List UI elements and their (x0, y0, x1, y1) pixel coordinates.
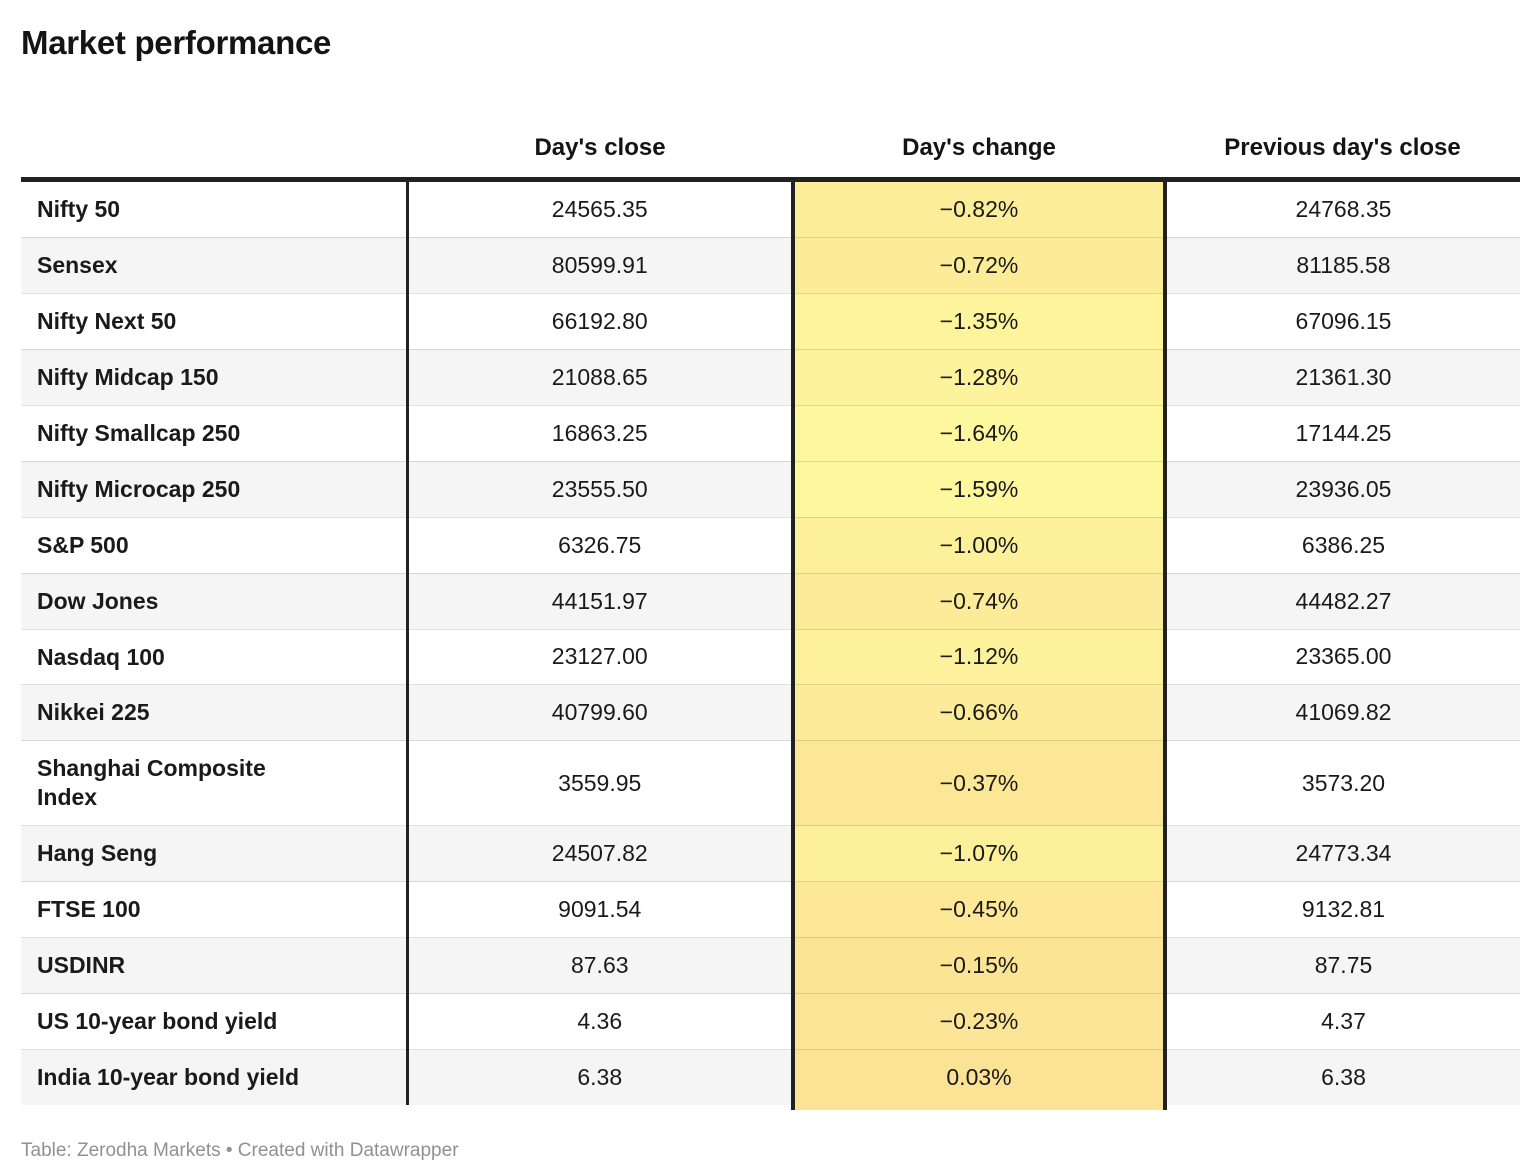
page-title: Market performance (21, 24, 332, 61)
days-change-cell: −0.37% (791, 740, 1167, 826)
table-row: Nifty 50 24565.35 −0.82% 24768.35 (21, 179, 1520, 238)
row-label: Nifty Next 50 (21, 292, 409, 350)
previous-close-cell (1165, 1105, 1520, 1111)
days-close-cell: 16863.25 (407, 404, 793, 462)
column-header-days-close: Day's close (407, 63, 793, 182)
table-row: Nifty Microcap 250 23555.50 −1.59% 23936… (21, 460, 1520, 518)
days-close-cell: 24507.82 (407, 825, 793, 882)
previous-close-cell: 9132.81 (1165, 881, 1520, 938)
days-close-cell: 3559.95 (407, 740, 793, 826)
days-close-cell: 24565.35 (551, 195, 648, 222)
days-change-cell: 0.03% (791, 1049, 1167, 1106)
previous-close-cell: 67096.15 (1165, 292, 1520, 350)
previous-close-cell: 24768.35 (1295, 195, 1392, 222)
table-row: USDINR 87.63 −0.15% 87.75 (21, 937, 1520, 994)
days-change-cell: −1.64% (791, 404, 1167, 462)
days-close-cell: 80599.91 (407, 236, 793, 294)
row-label: Dow Jones (21, 572, 409, 629)
days-close-cell: 87.63 (407, 937, 793, 994)
row-label: Nifty 50 (21, 179, 409, 238)
days-close-cell: 9091.54 (407, 881, 793, 938)
days-change-cell: −1.59% (791, 460, 1167, 518)
table-row: Nifty Midcap 150 21088.65 −1.28% 21361.3… (21, 348, 1520, 406)
table-row: Hang Seng 24507.82 −1.07% 24773.34 (21, 825, 1520, 882)
table-row: Nifty Next 50 66192.80 −1.35% 67096.15 (21, 292, 1520, 350)
table-row: S&P 500 6326.75 −1.00% 6386.25 (21, 516, 1520, 574)
table-header: Day's close Day's change Previous day's … (21, 63, 1520, 182)
table-row: India 10-year bond yield 6.38 0.03% 6.38 (21, 1049, 1520, 1106)
days-change-cell: −1.00% (791, 516, 1167, 574)
column-header-empty (21, 63, 407, 182)
table-row: US 10-year bond yield 4.36 −0.23% 4.37 (21, 993, 1520, 1050)
days-close-cell: 6326.75 (407, 516, 793, 574)
days-close-cell: 23127.00 (407, 628, 793, 685)
days-close-cell: 23555.50 (407, 460, 793, 518)
table-row: Nikkei 225 40799.60 −0.66% 41069.82 (21, 684, 1520, 741)
previous-close-cell: 23936.05 (1165, 460, 1520, 518)
days-change-cell: −0.66% (791, 684, 1167, 741)
row-label: Nifty Smallcap 250 (21, 404, 409, 462)
table-row: Dow Jones 44151.97 −0.74% 44482.27 (21, 572, 1520, 629)
row-label: India 10-year bond yield (21, 1049, 409, 1106)
highlight-column-tail (21, 1105, 1520, 1111)
row-label: Shanghai Composite Index (21, 740, 409, 826)
days-close-cell: 4.36 (407, 993, 793, 1050)
market-performance-table: Day's close Day's change Previous day's … (21, 63, 1520, 1111)
attribution-footer: Table: Zerodha Markets • Created with Da… (21, 1140, 459, 1162)
previous-close-cell: 3573.20 (1165, 740, 1520, 826)
previous-close-cell: 6386.25 (1165, 516, 1520, 574)
table-row: Shanghai Composite Index 3559.95 −0.37% … (21, 740, 1520, 826)
days-close-cell: 21088.65 (407, 348, 793, 406)
table-row: Sensex 80599.91 −0.72% 81185.58 (21, 236, 1520, 294)
previous-close-cell: 24773.34 (1165, 825, 1520, 882)
previous-close-cell: 23365.00 (1165, 628, 1520, 685)
row-label: Sensex (21, 236, 409, 294)
days-change-cell: −0.72% (791, 236, 1167, 294)
row-label: Nikkei 225 (21, 684, 409, 741)
table-row: Nasdaq 100 23127.00 −1.12% 23365.00 (21, 628, 1520, 685)
row-label: US 10-year bond yield (21, 993, 409, 1050)
row-label: Nifty Microcap 250 (21, 460, 409, 518)
days-change-cell (791, 1105, 1167, 1111)
table-row: Nifty Smallcap 250 16863.25 −1.64% 17144… (21, 404, 1520, 462)
previous-close-cell: 41069.82 (1165, 684, 1520, 741)
days-close-cell: 66192.80 (407, 292, 793, 350)
previous-close-cell: 87.75 (1165, 937, 1520, 994)
previous-close-cell: 4.37 (1165, 993, 1520, 1050)
days-change-cell: −1.07% (791, 825, 1167, 882)
row-label: Nifty Midcap 150 (21, 348, 409, 406)
days-change-cell: −1.35% (791, 292, 1167, 350)
days-change-cell: −1.28% (791, 348, 1167, 406)
days-change-cell: −0.23% (791, 993, 1167, 1050)
days-change-cell: −1.12% (791, 628, 1167, 685)
days-change-cell: −0.74% (791, 572, 1167, 629)
days-change-cell: −0.45% (791, 881, 1167, 938)
previous-close-cell: 44482.27 (1165, 572, 1520, 629)
previous-close-cell: 81185.58 (1165, 236, 1520, 294)
column-header-previous-close: Previous day's close (1165, 63, 1520, 182)
days-close-cell: 40799.60 (407, 684, 793, 741)
previous-close-cell: 21361.30 (1165, 348, 1520, 406)
days-close-cell (407, 1105, 793, 1111)
row-label: USDINR (21, 937, 409, 994)
days-change-cell: −0.15% (791, 937, 1167, 994)
table-body: Nifty 50 24565.35 −0.82% 24768.35 Sensex… (21, 179, 1520, 1111)
row-label: FTSE 100 (21, 881, 409, 938)
row-label: S&P 500 (21, 516, 409, 574)
days-change-cell: −0.82% (791, 179, 1167, 238)
previous-close-cell: 6.38 (1165, 1049, 1520, 1106)
days-close-cell: 6.38 (407, 1049, 793, 1106)
days-close-cell: 44151.97 (407, 572, 793, 629)
column-header-days-change: Day's change (793, 63, 1165, 182)
row-label: Nasdaq 100 (21, 628, 409, 685)
row-label (21, 1105, 407, 1111)
table-row: FTSE 100 9091.54 −0.45% 9132.81 (21, 881, 1520, 938)
previous-close-cell: 17144.25 (1165, 404, 1520, 462)
row-label: Hang Seng (21, 825, 409, 882)
